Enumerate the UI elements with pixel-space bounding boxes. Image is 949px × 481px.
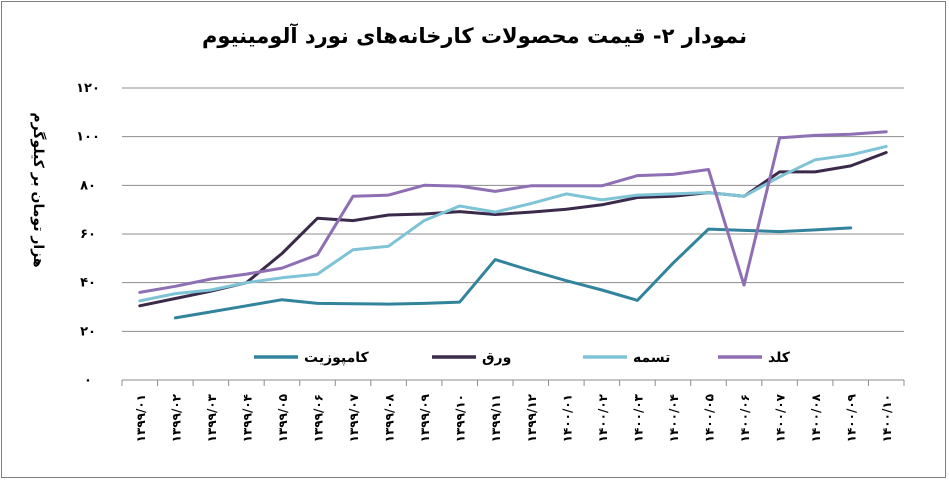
y-tick-label: ۱۰۰ xyxy=(76,130,100,145)
legend-label-2: ورق xyxy=(482,350,511,366)
y-tick-label: ۱۲۰ xyxy=(76,81,100,96)
x-tick-label: ۱۳۹۹/۰۹ xyxy=(418,393,432,442)
x-tick-label: ۱۴۰۰/۰۹ xyxy=(845,393,859,442)
x-tick-label: ۱۴۰۰/۱۰ xyxy=(880,394,894,442)
series-line-3 xyxy=(138,144,888,303)
x-tick-label: ۱۳۹۹/۰۶ xyxy=(312,394,326,442)
x-tick-label: ۱۳۹۹/۱۰ xyxy=(454,394,468,442)
x-tick-label: ۱۳۹۹/۰۱ xyxy=(134,394,148,442)
x-tick-label: ۱۳۹۹/۰۲ xyxy=(169,393,183,442)
x-tick-label: ۱۳۹۹/۰۷ xyxy=(347,393,361,442)
x-tick-label: ۱۳۹۹/۰۵ xyxy=(276,394,290,442)
x-tick-label: ۱۳۹۹/۰۳ xyxy=(205,393,219,442)
series-line-4 xyxy=(138,130,888,294)
y-tick-label: ۲۰ xyxy=(80,324,96,339)
axes xyxy=(121,379,905,386)
x-tick-label: ۱۳۹۹/۱۱ xyxy=(489,394,503,442)
y-tick-labels: ۰ ۲۰ ۴۰ ۶۰ ۸۰ ۱۰۰ ۱۲۰ xyxy=(76,81,100,388)
x-tick-label: ۱۴۰۰/۰۲ xyxy=(596,393,610,442)
x-tick-label: ۱۴۰۰/۰۱ xyxy=(560,394,574,442)
chart-title: نمودار ۲- قیمت محصولات کارخانه‌های نورد … xyxy=(202,24,747,48)
y-tick-label: ۰ xyxy=(84,373,92,388)
series-line-1 xyxy=(173,226,853,320)
x-tick-label: ۱۳۹۹/۰۸ xyxy=(383,393,397,442)
x-tick-label: ۱۴۰۰/۰۵ xyxy=(703,394,717,442)
series-line-2 xyxy=(138,151,888,308)
y-tick-label: ۴۰ xyxy=(80,276,96,291)
x-tick-label: ۱۴۰۰/۰۸ xyxy=(809,393,823,442)
legend-label-1: کامپوزیت xyxy=(304,350,370,366)
legend-label-3: تسمه xyxy=(633,350,670,366)
legend: کامپوزیت ورق تسمه کلد xyxy=(254,350,791,366)
x-tick-label: ۱۴۰۰/۰۷ xyxy=(774,393,788,442)
x-tick-label: ۱۴۰۰/۰۴ xyxy=(667,394,681,442)
x-tick-label: ۱۳۹۹/۱۲ xyxy=(525,393,539,442)
x-tick-label: ۱۴۰۰/۰۳ xyxy=(631,393,645,442)
y-tick-label: ۶۰ xyxy=(80,227,96,242)
x-tick-labels: ۱۳۹۹/۰۱ ۱۳۹۹/۰۲ ۱۳۹۹/۰۳ ۱۳۹۹/۰۴ ۱۳۹۹/۰۵ ۱۳۹۹/… xyxy=(134,393,894,442)
series-lines xyxy=(138,130,888,320)
x-tick-label: ۱۳۹۹/۰۴ xyxy=(240,394,254,442)
x-tick-label: ۱۴۰۰/۰۶ xyxy=(738,394,752,442)
gridlines xyxy=(122,87,904,332)
legend-label-4: کلد xyxy=(768,350,791,366)
y-tick-label: ۸۰ xyxy=(80,178,96,193)
